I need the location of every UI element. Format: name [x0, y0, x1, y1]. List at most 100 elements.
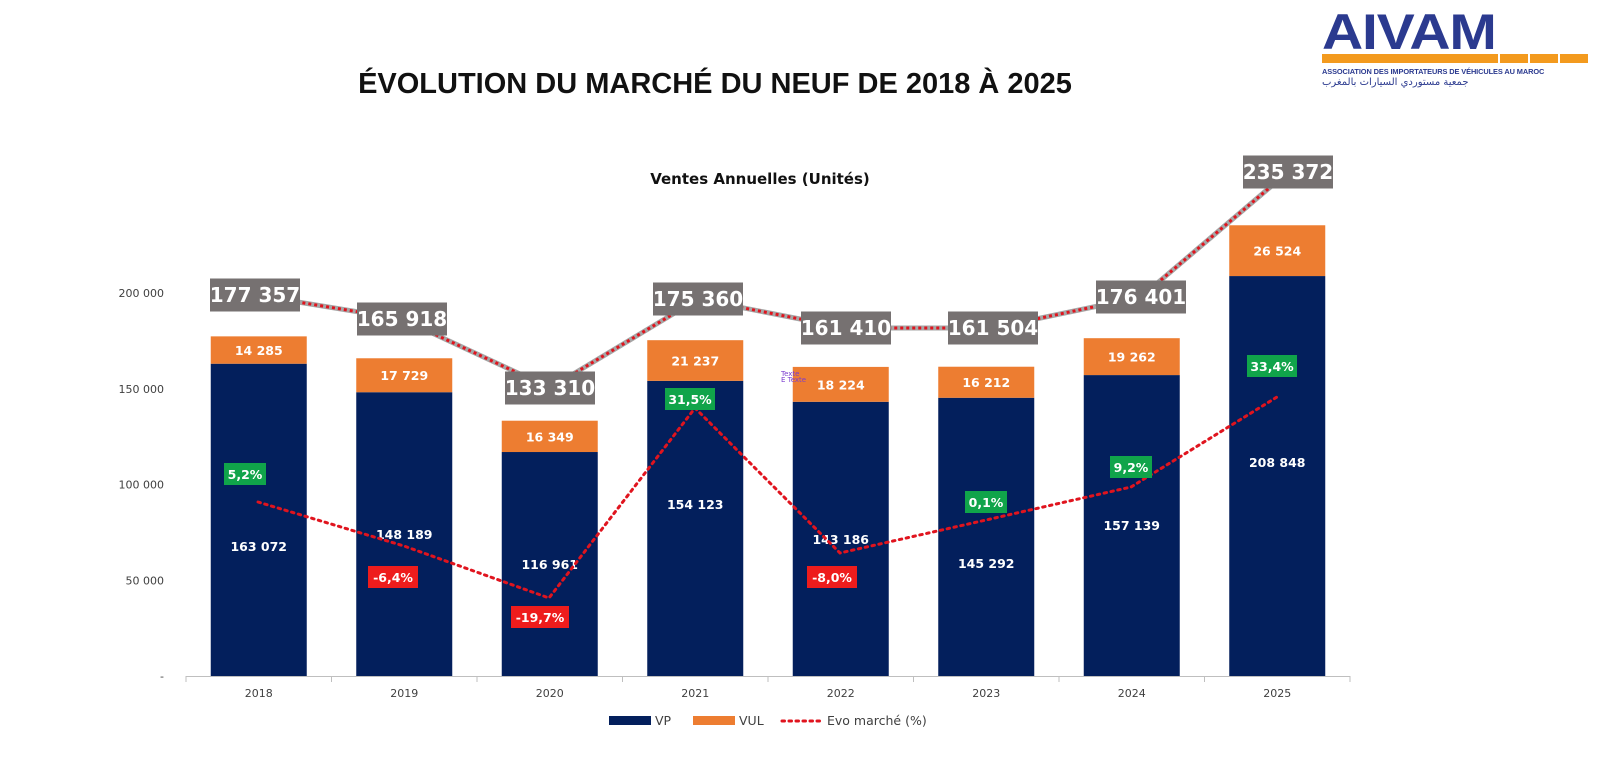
bar-vp-label: 208 848: [1249, 455, 1306, 470]
evo-line-group: 5,2% -6,4% -19,7% 31,5% -8,0% 0,1% 9,2% 33,4%: [224, 355, 1297, 628]
bar-vp-label: 157 139: [1103, 518, 1160, 533]
total-box: [1243, 155, 1333, 189]
evo-label: 5,2%: [228, 467, 263, 482]
bar-vul-label: 16 212: [962, 375, 1010, 390]
legend-label-vul: VUL: [739, 713, 764, 728]
bar-vul-label: 18 224: [817, 377, 865, 392]
bar-vp: [1229, 276, 1326, 676]
evo-badge-positive: [1247, 355, 1297, 377]
chart-title: Ventes Annuelles (Unités): [650, 170, 870, 188]
bars-group: 14 285 163 072 17 729 148 189 16 349 116 961 2…: [210, 225, 1326, 676]
logo-arabic-subtitle: جمعية مستوردي السيارات بالمغرب: [1322, 77, 1469, 88]
total-box: [505, 371, 595, 405]
x-axis: 2018 2019 2020 2021 2022 2023 2024 2025: [185, 676, 1351, 700]
y-axis: - 50 000 100 000 150 000 200 000: [119, 287, 165, 683]
legend-label-evo: Evo marché (%): [827, 713, 927, 728]
bar-vp-label: 116 961: [521, 557, 578, 572]
total-label: 175 360: [653, 287, 743, 311]
bar-vp-label: 148 189: [376, 527, 433, 542]
x-tick-label: 2022: [827, 687, 855, 700]
evo-badge-negative: [807, 566, 857, 588]
bar-vul-label: 26 524: [1253, 244, 1301, 259]
bar-vul: [1229, 225, 1326, 277]
total-label: 176 401: [1096, 285, 1186, 309]
total-box: [210, 278, 300, 312]
total-box: [653, 282, 743, 316]
bar-vul-label: 21 237: [671, 354, 719, 369]
bar-vp: [210, 363, 307, 676]
total-box: [1096, 280, 1186, 314]
bar-vp: [356, 392, 453, 676]
legend-swatch-vul: [693, 716, 735, 725]
evo-badge-positive: [1110, 456, 1152, 478]
y-tick-label: -: [160, 670, 164, 683]
bar-vul-label: 19 262: [1108, 350, 1156, 365]
evo-badge-positive: [665, 388, 715, 410]
x-tick-label: 2021: [681, 687, 709, 700]
evo-label: -19,7%: [516, 610, 565, 625]
total-label: 161 504: [948, 316, 1038, 340]
bar-vp-label: 163 072: [230, 539, 287, 554]
stray-text: E Texte: [781, 376, 806, 384]
bar-vul: [647, 340, 744, 381]
y-tick-label: 200 000: [119, 287, 165, 300]
bar-vul-label: 16 349: [526, 429, 574, 444]
logo-subtitle: ASSOCIATION DES IMPORTATEURS DE VÉHICULE…: [1322, 67, 1545, 76]
legend: VP VUL Evo marché (%): [609, 713, 927, 728]
logo-wordmark: AIVAM: [1322, 4, 1497, 60]
totals-group: 177 357 165 918 133 310 175 360 161 410 161 5…: [210, 155, 1333, 405]
bar-vp: [1083, 375, 1180, 676]
bar-vp-label: 145 292: [958, 556, 1015, 571]
total-box: [948, 311, 1038, 345]
evo-badge-negative: [511, 606, 569, 628]
bar-vul: [210, 336, 307, 364]
evo-label: -8,0%: [812, 570, 852, 585]
total-label: 161 410: [801, 316, 891, 340]
total-box: [357, 302, 447, 336]
total-label: 165 918: [357, 307, 447, 331]
bar-vp: [647, 380, 744, 676]
x-tick-label: 2025: [1263, 687, 1291, 700]
bar-vp: [792, 401, 889, 676]
y-tick-label: 100 000: [119, 479, 165, 492]
x-tick-label: 2018: [245, 687, 273, 700]
evo-badge-negative: [368, 566, 418, 588]
logo-orange-bars: [1322, 54, 1590, 63]
bar-vp: [938, 397, 1035, 676]
x-tick-label: 2019: [390, 687, 418, 700]
y-tick-label: 150 000: [119, 383, 165, 396]
bar-vul: [792, 366, 889, 402]
bar-vul: [501, 420, 598, 453]
bar-vul: [1083, 338, 1180, 376]
x-tick-label: 2020: [536, 687, 564, 700]
aivam-logo: AIVAM ASSOCIATION DES IMPORTATEURS DE VÉ…: [1322, 7, 1590, 90]
evo-badge-positive: [224, 463, 266, 485]
x-tick-label: 2024: [1118, 687, 1146, 700]
bar-vul: [356, 358, 453, 393]
stray-text-group: Texte E Texte: [780, 370, 806, 384]
evo-label: 9,2%: [1114, 460, 1149, 475]
evo-label: -6,4%: [373, 570, 413, 585]
bar-vul-label: 14 285: [235, 343, 283, 358]
evo-label: 0,1%: [969, 495, 1004, 510]
legend-swatch-vp: [609, 716, 651, 725]
total-label: 177 357: [210, 283, 300, 307]
bar-vp: [501, 452, 598, 676]
bar-vul-label: 17 729: [380, 368, 428, 383]
legend-label-vp: VP: [655, 713, 672, 728]
page-title: ÉVOLUTION DU MARCHÉ DU NEUF DE 2018 À 20…: [358, 68, 1072, 100]
evo-label: 33,4%: [1250, 359, 1294, 374]
evo-badge-positive: [965, 491, 1007, 513]
total-label: 235 372: [1243, 160, 1333, 184]
bar-vul: [938, 366, 1035, 398]
stray-text: Texte: [780, 370, 799, 378]
x-tick-label: 2023: [972, 687, 1000, 700]
bar-vp-label: 143 186: [812, 532, 869, 547]
evo-line: [256, 395, 1279, 600]
y-tick-label: 50 000: [126, 574, 165, 587]
bar-vp-label: 154 123: [667, 497, 724, 512]
evo-label: 31,5%: [668, 392, 712, 407]
total-label: 133 310: [505, 376, 595, 400]
total-box: [801, 311, 891, 345]
